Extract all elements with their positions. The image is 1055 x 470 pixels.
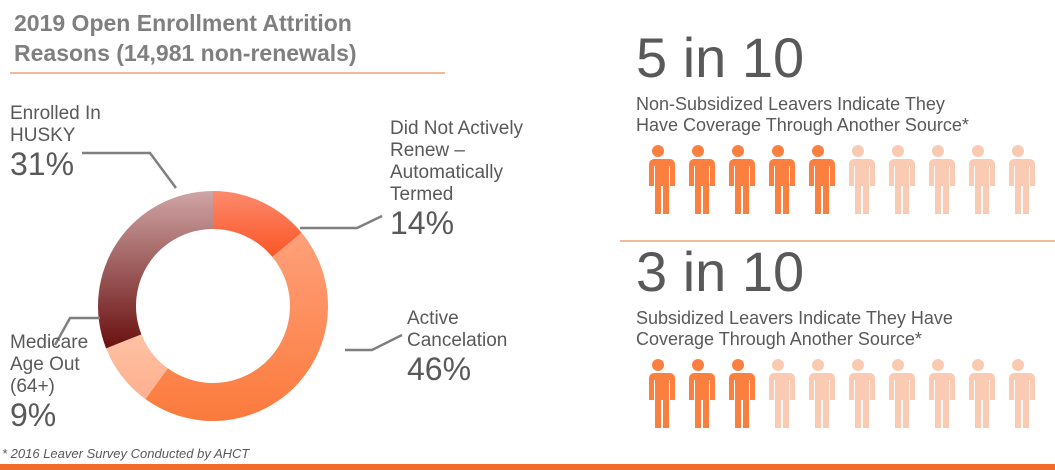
- pct-medicare: 9%: [10, 397, 57, 433]
- stat-text: Coverage Through Another Source*: [636, 329, 922, 349]
- stat-text: Non-Subsidized Leavers Indicate They: [636, 94, 945, 114]
- stat-headline: 3 in 10: [636, 240, 805, 303]
- label-active: Active Cancelation 46%: [407, 308, 507, 386]
- pct-renew: 14%: [390, 205, 455, 241]
- divider: [620, 240, 1055, 242]
- leader-medicare: [53, 316, 100, 346]
- stat-text: Subsidized Leavers Indicate They Have: [636, 308, 953, 328]
- person-icon-filled: [798, 144, 838, 216]
- leader-husky: [82, 151, 178, 189]
- label-medicare: Medicare Age Out (64+) 9%: [10, 332, 88, 432]
- stat-block-2: 3 in 10 Subsidized Leavers Indicate They…: [636, 244, 1038, 430]
- label-line: Enrolled In: [10, 103, 101, 124]
- person-icon-empty: [958, 144, 998, 216]
- person-icon-filled: [758, 144, 798, 216]
- person-icon-empty: [758, 358, 798, 430]
- bottom-bar: [0, 464, 1055, 470]
- pct-husky: 31%: [10, 146, 75, 182]
- label-husky: Enrolled In HUSKY 31%: [10, 103, 101, 181]
- pct-active: 46%: [407, 351, 472, 387]
- people-row: [638, 144, 1038, 216]
- person-icon-filled: [678, 358, 718, 430]
- label-line: Cancelation: [407, 330, 508, 351]
- label-line: HUSKY: [10, 125, 76, 146]
- person-icon-filled: [678, 144, 718, 216]
- person-icon-empty: [918, 144, 958, 216]
- stat-block-1: 5 in 10 Non-Subsidized Leavers Indicate …: [636, 30, 1038, 216]
- title-underline: [10, 72, 445, 74]
- stat-headline: 5 in 10: [636, 26, 805, 89]
- donut-chart: [53, 151, 403, 421]
- person-icon-filled: [638, 144, 678, 216]
- footnote: * 2016 Leaver Survey Conducted by AHCT: [2, 446, 250, 461]
- leader-active: [345, 333, 403, 352]
- donut-slice: [145, 232, 328, 421]
- label-line: Renew –: [390, 140, 465, 161]
- chart-title: 2019 Open Enrollment Attrition Reasons (…: [14, 10, 357, 66]
- person-icon-filled: [718, 144, 758, 216]
- donut-slice: [98, 191, 213, 349]
- person-icon-empty: [878, 144, 918, 216]
- person-icon-empty: [878, 358, 918, 430]
- people-row: [638, 358, 1038, 430]
- label-line: Termed: [390, 184, 454, 205]
- donut-slice: [213, 191, 302, 257]
- person-icon-empty: [838, 144, 878, 216]
- label-line: Active: [407, 308, 459, 329]
- person-icon-empty: [918, 358, 958, 430]
- leader-renew: [300, 214, 383, 230]
- person-icon-empty: [838, 358, 878, 430]
- label-line: Age Out: [10, 354, 80, 375]
- person-icon-filled: [718, 358, 758, 430]
- label-line: (64+): [10, 376, 55, 397]
- donut-slice: [106, 334, 168, 400]
- person-icon-empty: [798, 358, 838, 430]
- label-renew: Did Not Actively Renew – Automatically T…: [390, 118, 523, 240]
- person-icon-filled: [638, 358, 678, 430]
- person-icon-empty: [998, 358, 1038, 430]
- label-line: Automatically: [390, 162, 503, 183]
- person-icon-empty: [958, 358, 998, 430]
- label-line: Medicare: [10, 332, 89, 353]
- person-icon-empty: [998, 144, 1038, 216]
- stat-text: Have Coverage Through Another Source*: [636, 115, 969, 135]
- label-line: Did Not Actively: [390, 118, 524, 139]
